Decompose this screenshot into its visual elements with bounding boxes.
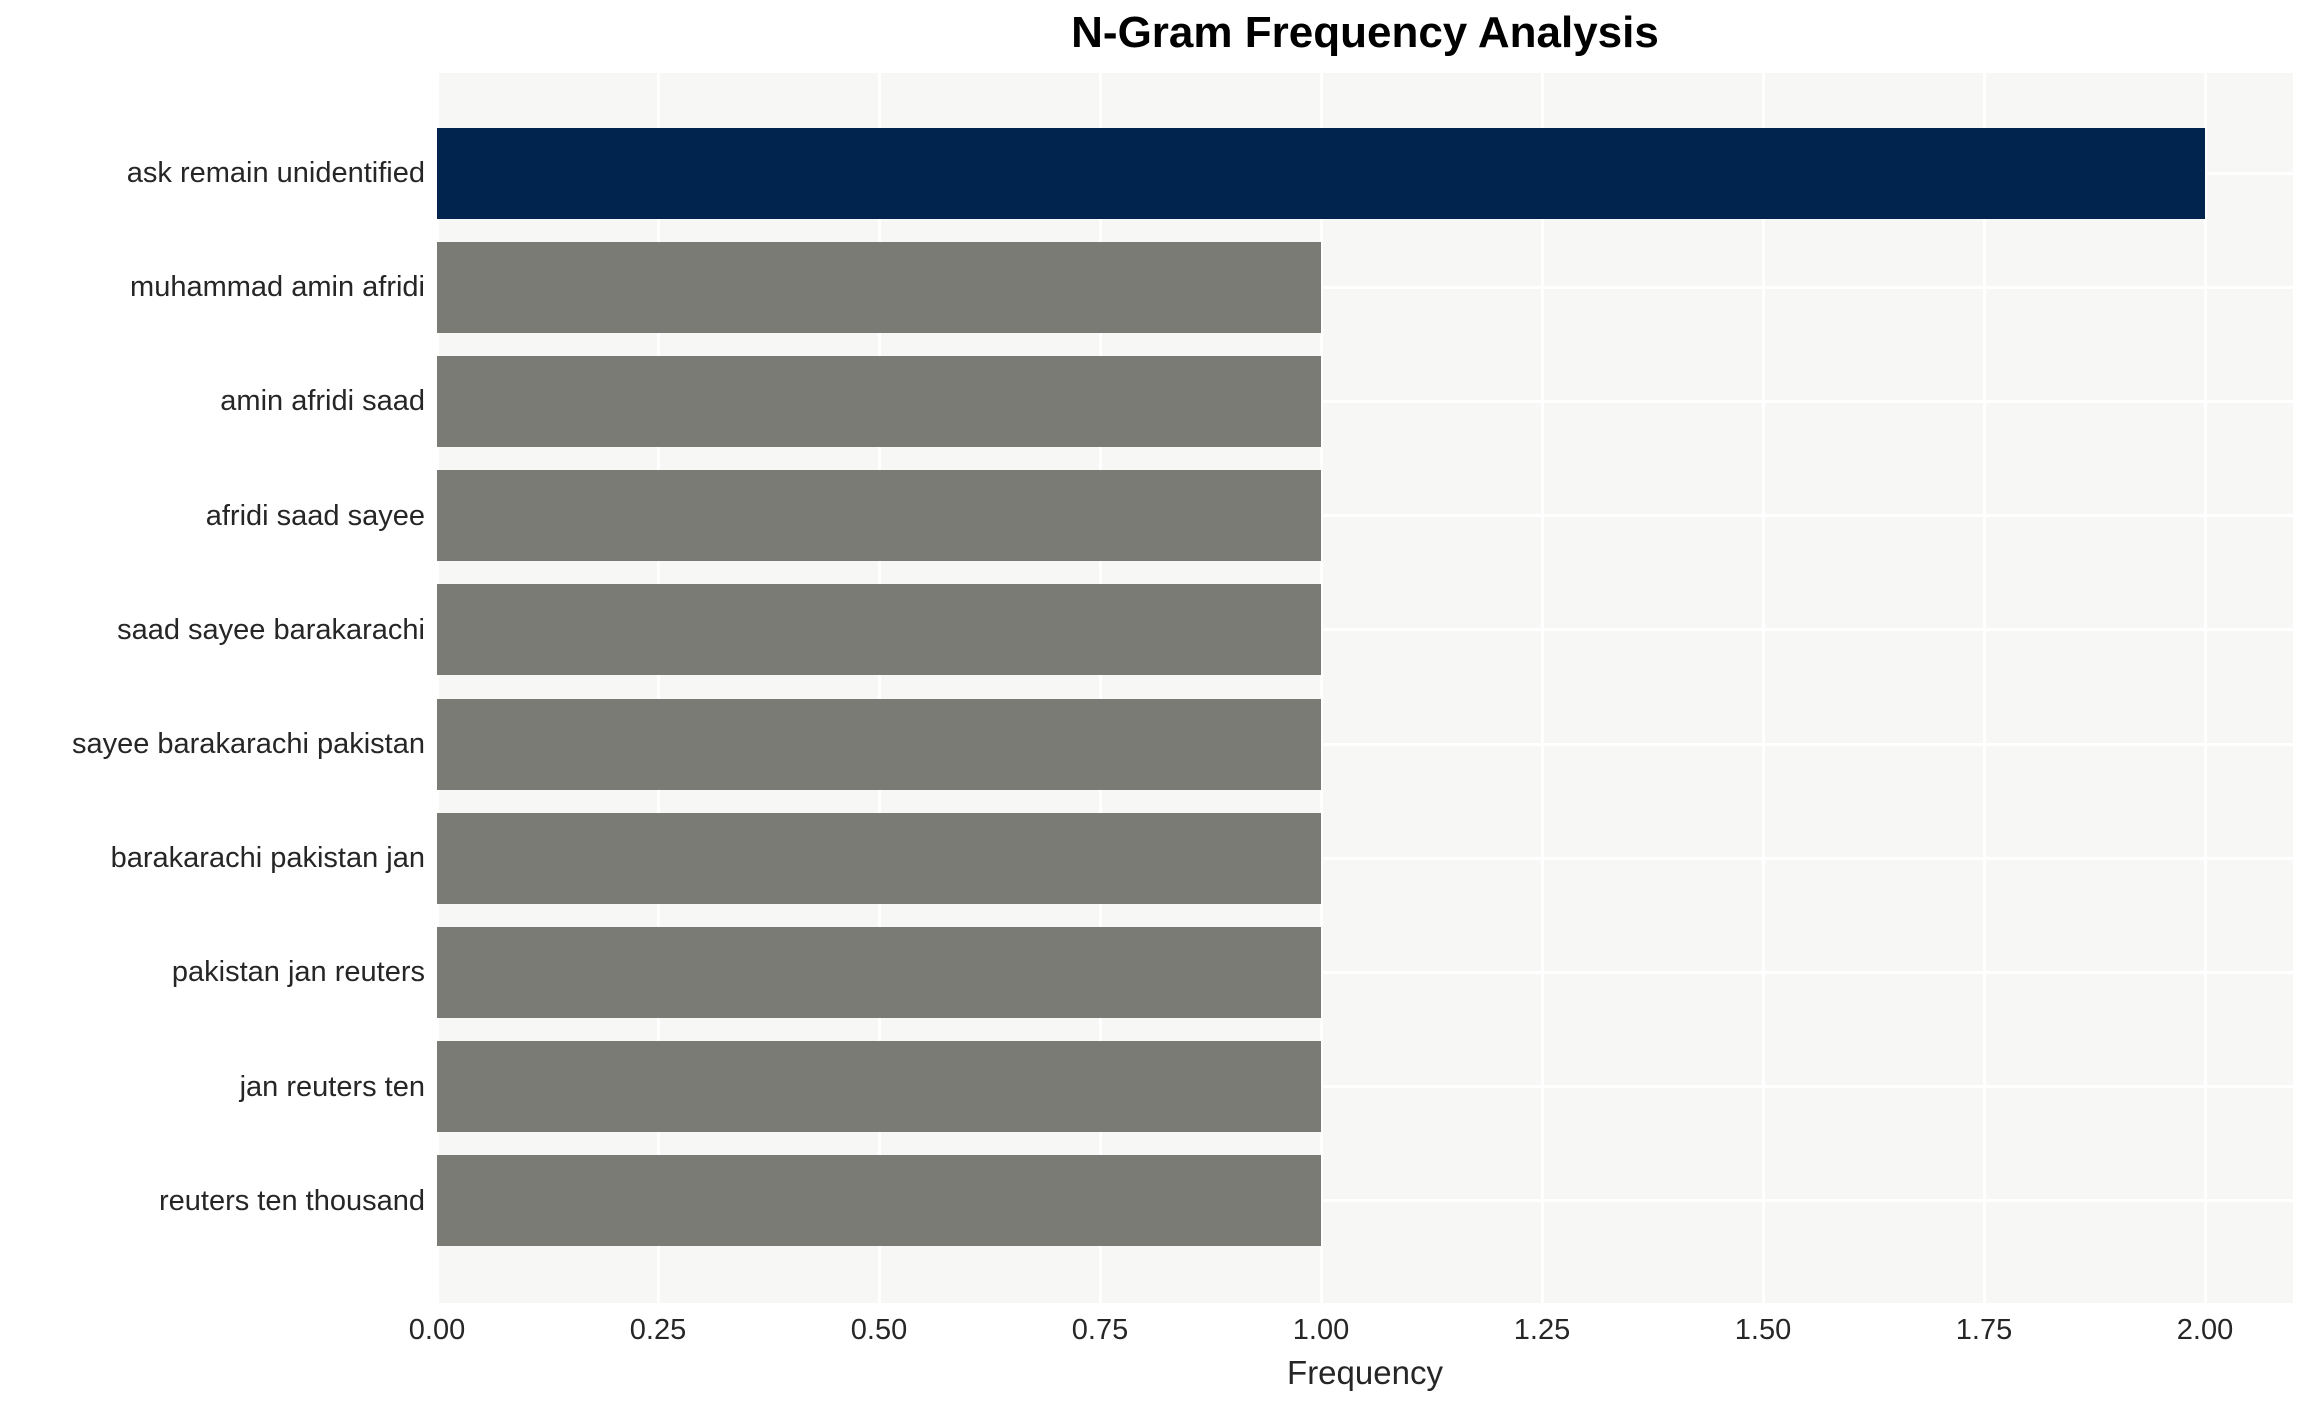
xtick-label: 0.00 [408, 1314, 466, 1346]
xtick-label: 0.50 [850, 1314, 908, 1346]
xtick-label: 1.75 [1955, 1314, 2013, 1346]
horizontal-gridline [437, 742, 2293, 746]
ytick-label: amin afridi saad [220, 385, 425, 418]
ytick-label: ask remain unidentified [126, 157, 425, 189]
bar-saad-sayee-barakarachi [437, 584, 1321, 676]
horizontal-gridline [437, 1085, 2293, 1089]
ytick-label: saad sayee barakarachi [117, 613, 425, 646]
chart-title: N-Gram Frequency Analysis [1071, 8, 1659, 57]
ytick-label: barakarachi pakistan jan [110, 842, 425, 875]
ytick-label: pakistan jan reuters [171, 956, 425, 989]
vertical-gridline [1319, 73, 1323, 1303]
bar-muhammad-amin-afridi [437, 241, 1321, 333]
vertical-gridline [1540, 73, 1544, 1303]
xtick-label: 0.75 [1071, 1314, 1129, 1346]
bar-barakarachi-pakistan-jan [437, 812, 1321, 904]
ytick-label: muhammad amin afridi [130, 271, 425, 304]
bar-ask-remain-unidentified [437, 127, 2205, 219]
horizontal-gridline [437, 628, 2293, 632]
xtick-label: 1.25 [1513, 1314, 1571, 1346]
bar-afridi-saad-sayee [437, 470, 1321, 562]
bar-amin-afridi-saad [437, 355, 1321, 447]
bar-reuters-ten-thousand [437, 1155, 1321, 1247]
bar-sayee-barakarachi-pakistan [437, 698, 1321, 790]
horizontal-gridline [437, 970, 2293, 974]
ytick-label: reuters ten thousand [158, 1184, 425, 1217]
ytick-label: sayee barakarachi pakistan [71, 728, 425, 760]
horizontal-gridline [437, 285, 2293, 289]
vertical-gridline [435, 73, 439, 1303]
bar-jan-reuters-ten [437, 1041, 1321, 1133]
xtick-label: 2.00 [2176, 1314, 2234, 1346]
vertical-gridline [877, 73, 881, 1303]
horizontal-gridline [437, 1199, 2293, 1203]
xtick-label: 1.50 [1734, 1314, 1792, 1346]
horizontal-gridline [437, 514, 2293, 518]
xtick-label: 1.00 [1292, 1314, 1350, 1346]
vertical-gridline [2203, 73, 2207, 1303]
vertical-gridline [1098, 73, 1102, 1303]
ytick-label: jan reuters ten [239, 1070, 425, 1103]
bar-pakistan-jan-reuters [437, 926, 1321, 1018]
plot-area [435, 73, 2293, 1303]
vertical-gridline [1982, 73, 1986, 1303]
vertical-gridline [656, 73, 660, 1303]
x-axis-label: Frequency [1287, 1354, 1443, 1391]
horizontal-gridline [437, 399, 2293, 403]
ytick-label: afridi saad sayee [205, 499, 425, 532]
vertical-gridline [1761, 73, 1765, 1303]
horizontal-gridline [437, 856, 2293, 860]
xtick-label: 0.25 [629, 1314, 687, 1346]
